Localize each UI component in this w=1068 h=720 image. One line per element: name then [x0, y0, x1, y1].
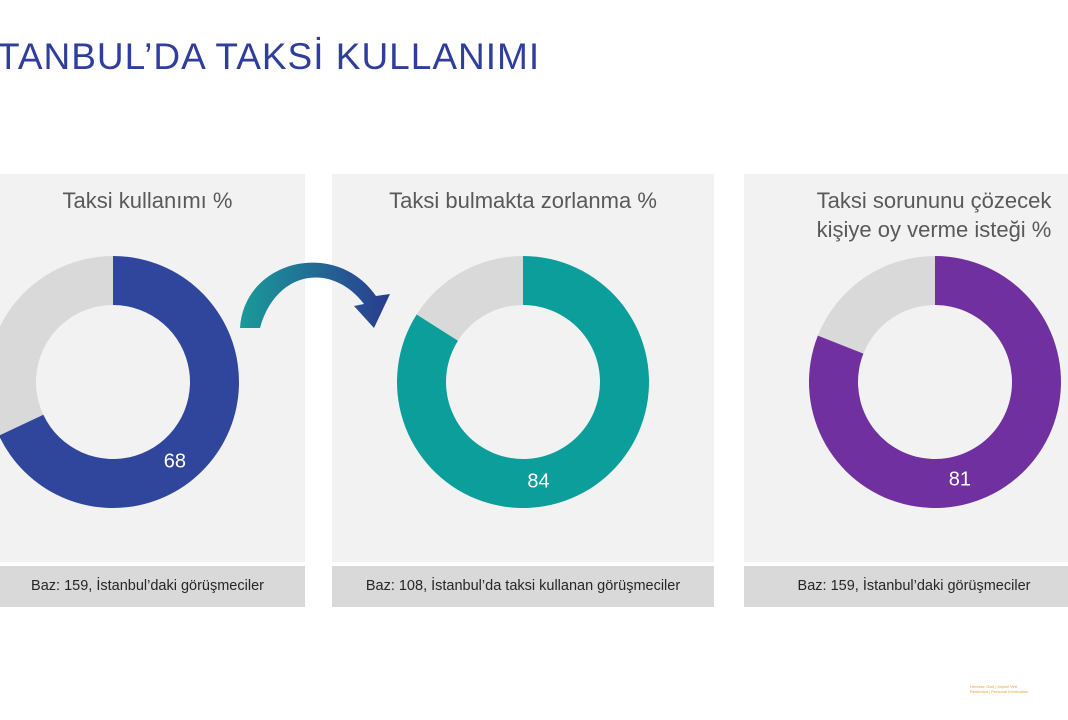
donut-chart-vote: 81 [809, 256, 1061, 508]
curved-arrow-icon [240, 262, 390, 328]
footer-classification-note: Herkese Özel | Kişisel Veri Restricted |… [970, 684, 1028, 694]
donut-chart-difficulty: 84 [396, 256, 649, 508]
chart-title-usage: Taksi kullanımı % [62, 188, 233, 213]
footer-note-line-2: Restricted | Personal Information [970, 689, 1029, 694]
donut-chart-usage: 68 [0, 256, 239, 508]
chart-title-vote: Taksi sorununu çözecek kişiye oy verme i… [816, 188, 1052, 242]
base-note-usage: Baz: 159, İstanbul’daki görüşmeciler [0, 566, 305, 607]
page-title: İSTANBUL’DA TAKSİ KULLANIMI [0, 36, 541, 77]
donut-value-label-difficulty: 84 [527, 471, 549, 493]
donut-remainder-usage [0, 256, 113, 436]
donut-remainder-difficulty [416, 256, 523, 341]
donut-value-arc-difficulty [396, 256, 649, 508]
donut-value-label-usage: 68 [164, 451, 186, 473]
footer-note-line-1: Herkese Özel | Kişisel Veri [970, 684, 1018, 689]
base-note-difficulty: Baz: 108, İstanbul’da taksi kullanan gör… [332, 566, 714, 607]
donut-remainder-vote [817, 256, 935, 354]
base-note-vote: Baz: 159, İstanbul’daki görüşmeciler [744, 566, 1068, 607]
chart-title-difficulty: Taksi bulmakta zorlanma % [389, 188, 657, 213]
donut-value-label-vote: 81 [949, 469, 971, 491]
donut-value-arc-usage [0, 256, 239, 508]
donut-value-arc-vote [809, 256, 1061, 508]
